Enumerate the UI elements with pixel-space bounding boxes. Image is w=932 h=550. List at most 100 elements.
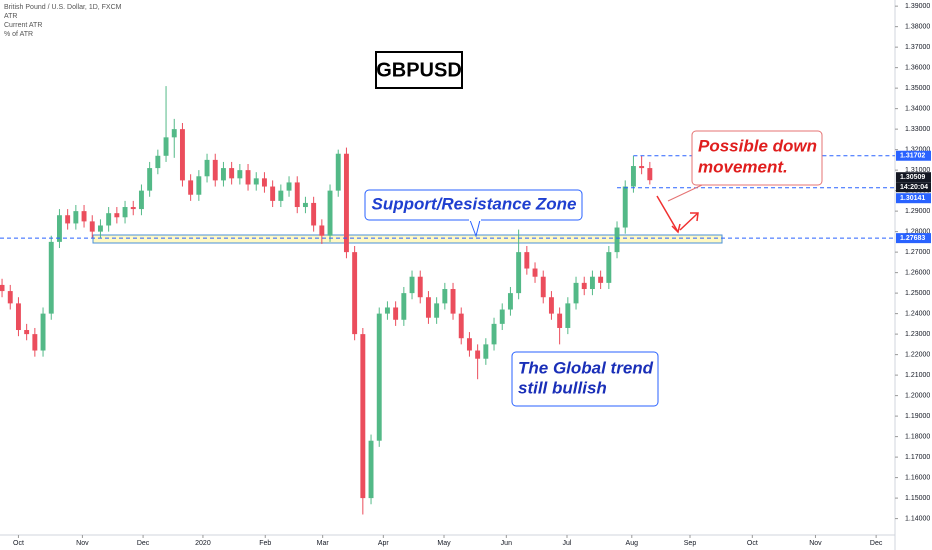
candle-body (73, 211, 79, 224)
candle-body (114, 213, 120, 218)
candle-body (0, 284, 5, 292)
candle-body (442, 289, 448, 304)
candle-body (106, 213, 112, 226)
price-tag-label: 14:20:04 (900, 184, 928, 191)
chart-title: GBPUSD (376, 59, 462, 81)
indicator: % of ATR (4, 31, 33, 38)
arrow (679, 212, 699, 231)
candle-body (360, 334, 366, 499)
candle-body (138, 190, 144, 210)
plot (0, 5, 898, 538)
candle-body (302, 202, 308, 208)
candle-body (630, 166, 636, 187)
y-tick-label: 1.24000 (905, 310, 930, 317)
price-tag-label: 1.30509 (900, 174, 925, 181)
y-tick-label: 1.31000 (905, 167, 930, 174)
candle-body (450, 289, 456, 314)
candle-body (294, 182, 300, 208)
candle-body (261, 178, 267, 187)
candle-body (335, 153, 341, 191)
y-tick-label: 1.32000 (905, 146, 930, 153)
callout-text: still bullish (518, 378, 607, 397)
candle-body (483, 344, 489, 359)
x-tick-label: May (437, 540, 451, 547)
callout-text: Possible down (698, 136, 817, 155)
candle-body (89, 221, 95, 232)
callout-join (469, 218, 481, 221)
y-tick-label: 1.29000 (905, 208, 930, 215)
candle-body (417, 276, 423, 298)
candle-body (614, 227, 620, 253)
candle-body (639, 166, 645, 169)
price-tag-label: 1.27683 (900, 235, 925, 242)
y-tick-label: 1.34000 (905, 105, 930, 112)
candle-body (516, 252, 522, 294)
candle-body (147, 168, 153, 191)
candle-body (212, 159, 218, 181)
candle-body (557, 313, 563, 328)
arrow (656, 195, 679, 233)
candle-body (7, 291, 13, 304)
indicator: Current ATR (4, 22, 42, 29)
candle-body (204, 159, 210, 177)
title-box (375, 51, 463, 89)
candle-body (40, 313, 46, 351)
candle-body (245, 170, 251, 185)
candle-body (352, 252, 358, 335)
candle-body (48, 241, 54, 314)
callout-box (691, 130, 823, 186)
callout-text: The Global trend (518, 358, 654, 377)
y-tick-label: 1.36000 (905, 64, 930, 71)
candle-body (606, 252, 612, 283)
y-tick-label: 1.25000 (905, 290, 930, 297)
candle-body (368, 440, 374, 499)
candle-body (393, 307, 399, 320)
x-tick-label: Apr (378, 540, 390, 547)
forecast-arrows (656, 195, 699, 234)
callout-tail (667, 184, 703, 202)
candle-body (130, 207, 136, 210)
candle-body (425, 297, 431, 318)
candle-body (56, 215, 62, 242)
candle-body (286, 182, 292, 191)
y-tick-label: 1.39000 (905, 3, 930, 10)
x-tick-label: Aug (626, 540, 639, 547)
candle-body (540, 276, 546, 298)
y-tick-label: 1.33000 (905, 126, 930, 133)
candle-body (220, 168, 226, 181)
y-tick-label: 1.28000 (905, 228, 930, 235)
x-tick-label: Oct (13, 540, 24, 547)
callout-tail (469, 219, 481, 238)
callout-text: Support/Resistance Zone (372, 194, 577, 213)
price-tag (896, 172, 931, 183)
x-tick-label: Oct (747, 540, 758, 547)
y-tick-label: 1.38000 (905, 23, 930, 30)
header: British Pound / U.S. Dollar, 1D, FXCM AT… (4, 4, 122, 38)
candle-body (319, 225, 325, 236)
candle-body (565, 303, 571, 328)
candle-body (253, 178, 259, 185)
candle-body (229, 168, 235, 179)
candle-body (97, 225, 103, 232)
candle-body (491, 323, 497, 345)
candle-body (311, 202, 317, 226)
candle-body (573, 282, 579, 304)
price-tag (896, 150, 931, 161)
x-tick-label: Sep (684, 540, 697, 547)
callout-box (511, 351, 659, 407)
candle-body (548, 297, 554, 314)
candle-body (188, 180, 194, 195)
candle-body (581, 282, 587, 290)
candle-body (532, 268, 538, 277)
x-tick-label: Nov (809, 540, 822, 547)
candle-body (598, 276, 604, 283)
candle-body (32, 334, 38, 351)
y-tick-label: 1.15000 (905, 495, 930, 502)
candle-body (196, 176, 202, 195)
candle-body (499, 309, 505, 324)
y-tick-label: 1.16000 (905, 474, 930, 481)
y-tick-label: 1.26000 (905, 269, 930, 276)
zone-callout: Support/Resistance Zone (364, 189, 583, 238)
